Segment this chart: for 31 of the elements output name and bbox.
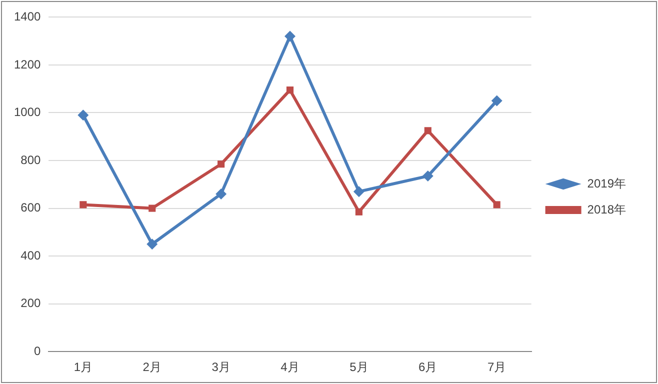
x-tick-label: 5月 — [350, 360, 368, 374]
point — [424, 127, 432, 134]
point — [148, 204, 156, 212]
legend-label: 2019年 — [587, 176, 626, 190]
point — [146, 238, 158, 250]
x-tick-label: 7月 — [487, 360, 506, 374]
y-tick-label: 1000 — [14, 105, 42, 120]
y-tick-label: 800 — [20, 152, 42, 167]
x-tick-label: 2月 — [142, 360, 162, 374]
y-tick-label: 1400 — [14, 10, 42, 24]
x-tick-label: 3月 — [212, 360, 230, 374]
point — [216, 188, 227, 200]
y-tick-label: 600 — [20, 200, 42, 215]
point — [353, 186, 364, 198]
point — [218, 160, 225, 168]
y-tick-label: 400 — [20, 248, 42, 262]
point — [78, 110, 89, 121]
point — [286, 86, 294, 94]
y-tick-label: 200 — [20, 296, 42, 310]
point — [355, 208, 362, 216]
point — [491, 95, 502, 106]
point — [80, 201, 87, 208]
x-tick-label: 4月 — [280, 360, 300, 374]
point — [493, 201, 500, 208]
point — [284, 30, 296, 42]
y-tick-label: 0 — [34, 344, 42, 358]
y-tick-label: 1200 — [14, 57, 42, 72]
legend-label: 2018年 — [587, 202, 626, 216]
x-tick-label: 6月 — [418, 360, 438, 374]
point — [422, 170, 434, 182]
x-tick-label: 1月 — [74, 360, 93, 374]
